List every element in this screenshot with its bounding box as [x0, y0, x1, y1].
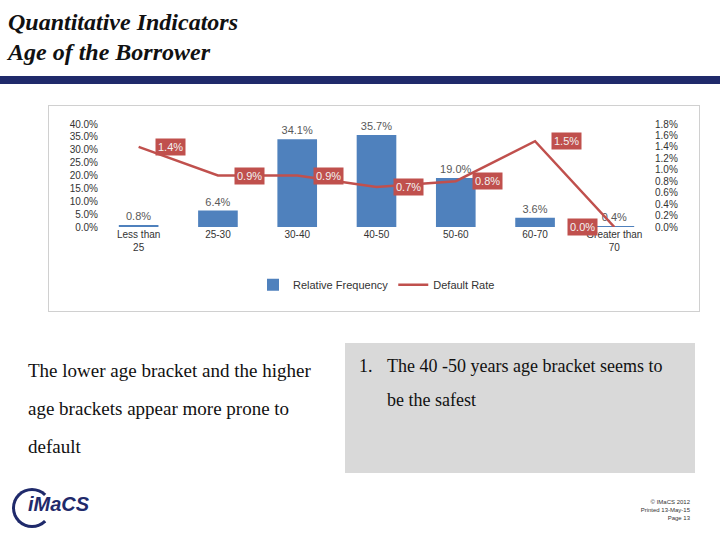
svg-text:1.0%: 1.0% — [655, 164, 678, 175]
svg-text:0.8%: 0.8% — [126, 210, 151, 222]
svg-text:0.9%: 0.9% — [316, 170, 341, 182]
svg-text:30-40: 30-40 — [284, 229, 310, 240]
svg-text:0.4%: 0.4% — [655, 199, 678, 210]
svg-text:15.0%: 15.0% — [70, 183, 98, 194]
svg-text:Default Rate: Default Rate — [433, 279, 494, 291]
svg-text:60-70: 60-70 — [522, 229, 548, 240]
svg-text:Less than25: Less than25 — [117, 229, 160, 253]
svg-text:0.8%: 0.8% — [475, 175, 500, 187]
svg-text:6.4%: 6.4% — [205, 196, 230, 208]
svg-text:10.0%: 10.0% — [70, 196, 98, 207]
html-text:Page 13: Page 13 — [667, 515, 690, 521]
svg-text:0.0%: 0.0% — [570, 221, 595, 233]
html-text:Age of the Borrower: Age of the Borrower — [8, 39, 210, 65]
svg-text:25.0%: 25.0% — [70, 157, 98, 168]
svg-text:0.8%: 0.8% — [655, 176, 678, 187]
svg-text:1.2%: 1.2% — [655, 153, 678, 164]
svg-text:50-60: 50-60 — [443, 229, 469, 240]
svg-text:20.0%: 20.0% — [70, 170, 98, 181]
svg-text:1.6%: 1.6% — [655, 130, 678, 141]
svg-text:1.8%: 1.8% — [655, 119, 678, 130]
svg-text:40.0%: 40.0% — [70, 119, 98, 130]
svg-text:40-50: 40-50 — [364, 229, 390, 240]
svg-text:1.5%: 1.5% — [554, 135, 579, 147]
html-text:iMaCS: iMaCS — [28, 493, 90, 515]
svg-text:0.0%: 0.0% — [75, 222, 98, 233]
svg-text:Greater than70: Greater than70 — [586, 229, 642, 253]
svg-text:1.4%: 1.4% — [655, 141, 678, 152]
html-text:The 40 -50 years age bracket s: The 40 -50 years age bracket seems to be… — [387, 356, 663, 410]
svg-text:1.4%: 1.4% — [158, 141, 183, 153]
svg-text:34.1%: 34.1% — [282, 124, 313, 136]
svg-text:25-30: 25-30 — [205, 229, 231, 240]
svg-text:3.6%: 3.6% — [522, 203, 547, 215]
svg-text:35.7%: 35.7% — [361, 120, 392, 132]
svg-text:0.0%: 0.0% — [655, 222, 678, 233]
svg-text:30.0%: 30.0% — [70, 144, 98, 155]
svg-text:19.0%: 19.0% — [440, 163, 471, 175]
svg-text:5.0%: 5.0% — [75, 209, 98, 220]
svg-text:0.2%: 0.2% — [655, 210, 678, 221]
html-text:© IMaCS 2012: © IMaCS 2012 — [650, 499, 690, 505]
svg-text:35.0%: 35.0% — [70, 131, 98, 142]
svg-text:0.6%: 0.6% — [655, 187, 678, 198]
svg-text:0.4%: 0.4% — [602, 211, 627, 223]
svg-text:0.7%: 0.7% — [396, 181, 421, 193]
html-text:The lower age bracket and the: The lower age bracket and the higher age… — [28, 360, 311, 457]
html-text:1.: 1. — [359, 356, 373, 376]
svg-text:Relative Frequency: Relative Frequency — [293, 279, 388, 291]
svg-text:0.9%: 0.9% — [237, 170, 262, 182]
html-text:Printed 13-May-15: Printed 13-May-15 — [640, 507, 690, 513]
html-text:Quantitative Indicators: Quantitative Indicators — [8, 9, 238, 35]
